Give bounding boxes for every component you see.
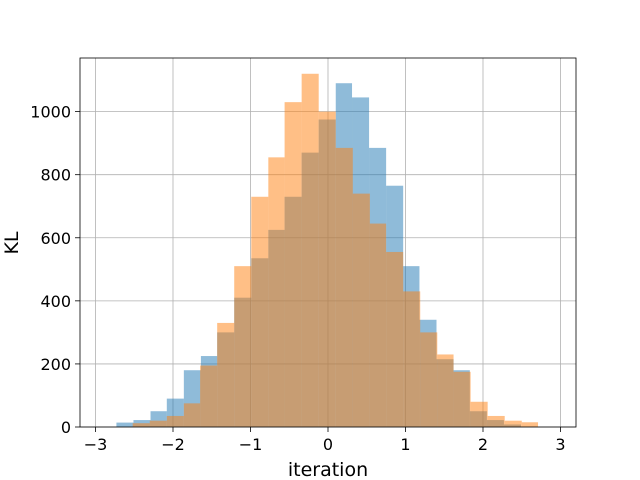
series-1-bar-6 (234, 266, 252, 427)
series-1-bar-15 (386, 251, 404, 427)
series-1-bar-9 (284, 102, 302, 428)
series-1-bar-7 (251, 196, 269, 427)
y-tick-label-4: 800 (40, 166, 71, 185)
x-axis: −3 −2 −1 0 1 2 3 (84, 427, 566, 454)
x-tick-label-4: 1 (400, 435, 410, 454)
x-tick-label-5: 2 (478, 435, 488, 454)
series-1-bar-18 (437, 354, 454, 427)
series-1-bar-17 (420, 332, 438, 427)
series-1-bar-21 (487, 415, 505, 427)
series-1-bar-4 (200, 365, 218, 427)
x-axis-label: iteration (288, 459, 368, 480)
x-tick-label-6: 3 (555, 435, 565, 454)
series-1-bar-1 (149, 420, 167, 427)
series-1-bar-8 (268, 157, 285, 427)
y-tick-label-0: 0 (61, 418, 71, 437)
series-1-bar-11 (318, 111, 336, 427)
y-axis: 0 200 400 600 800 1000 (30, 103, 80, 437)
series-0-bar-0 (116, 422, 134, 427)
y-axis-label: KL (1, 231, 23, 254)
x-tick-label-3: 0 (323, 435, 333, 454)
y-tick-label-3: 600 (40, 229, 71, 248)
series-1-bar-3 (183, 403, 201, 427)
series-1-bar-13 (352, 193, 370, 427)
x-tick-label-0: −3 (84, 435, 108, 454)
series-1-bar-10 (301, 73, 319, 428)
y-tick-label-2: 400 (40, 292, 71, 311)
series-1-bar-23 (521, 422, 539, 427)
series-1-bar-5 (217, 322, 235, 427)
x-tick-label-1: −2 (161, 435, 185, 454)
series-1-bar-16 (403, 291, 421, 427)
x-tick-label-2: −1 (239, 435, 263, 454)
histogram-bars (116, 73, 539, 428)
series-1-bar-14 (369, 223, 387, 427)
series-1-bar-2 (166, 415, 184, 427)
y-tick-label-5: 1000 (30, 103, 71, 122)
y-tick-label-1: 200 (40, 355, 71, 374)
series-1-bar-20 (470, 401, 488, 427)
series-1-bar-22 (504, 420, 522, 427)
series-1-bar-0 (132, 423, 150, 427)
series-1-bar-12 (335, 147, 353, 427)
series-1-bars (132, 73, 539, 428)
series-1-bar-19 (453, 371, 471, 427)
